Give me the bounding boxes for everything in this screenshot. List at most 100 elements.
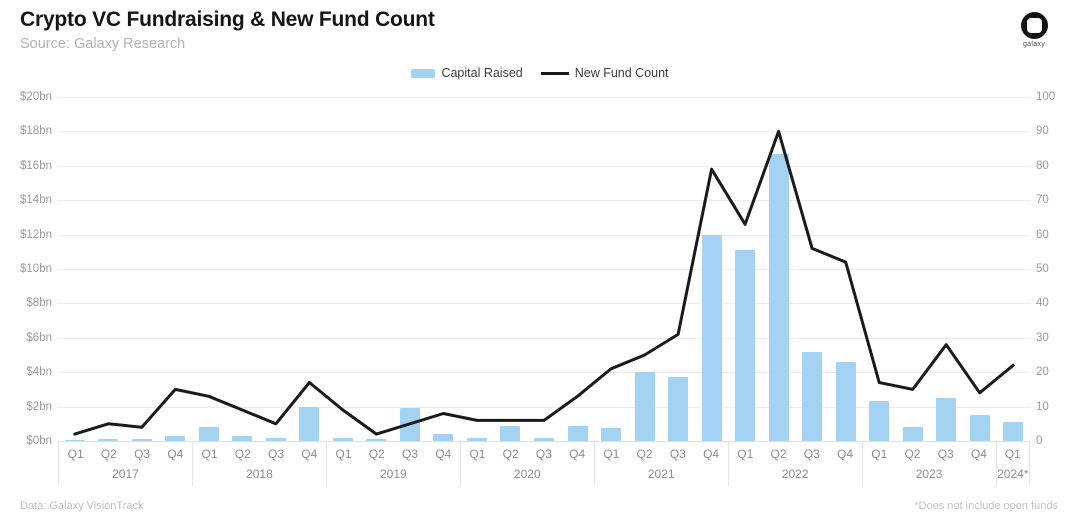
quarter-label: Q2 [770,447,787,461]
bar-capital-raised [64,440,85,441]
galaxy-logo-label: galaxy [1022,41,1046,48]
axis-tick-label: $18bn [20,125,52,138]
quarter-label: Q2 [636,447,653,461]
gridline [58,97,1030,98]
bar-capital-raised [735,250,756,441]
axis-tick-label: $2bn [26,400,52,413]
legend-label-new-fund-count: New Fund Count [574,66,669,80]
bar-capital-raised [936,398,957,441]
axis-tick-label: 70 [1036,194,1049,207]
data-attribution: Data: Galaxy VisionTrack [20,500,144,512]
bar-capital-raised [534,438,554,441]
gridline [58,372,1030,374]
quarter-row: Q1 Q2 Q3 Q4 [193,445,326,463]
bar-capital-raised [131,439,152,441]
left-axis: $20bn $18bn $16bn $14bn $12bn $10bn $8bn $6bn $4… [0,91,52,447]
quarter-label: Q1 [469,447,486,461]
axis-tick-label: $20bn [20,91,52,103]
x-axis: Q1 Q2 Q3 Q4 2017 Q1 Q2 Q3 Q4 2018 Q1 Q2 Q3 Q4 2019 Q1 Q2… [58,441,1031,486]
bar-capital-raised [165,435,186,441]
quarter-row: Q1 [997,445,1029,463]
axis-tick-label: $4bn [26,366,52,379]
year-group-2021: Q1 Q2 Q3 Q4 2021 [595,441,729,486]
bar-capital-raised [1003,422,1024,441]
gridline [58,269,1030,270]
axis-tick-label: 40 [1036,297,1049,310]
axis-tick-label: 10 [1036,400,1049,413]
quarter-label: Q2 [100,447,117,461]
axis-tick-label: $14bn [20,194,52,207]
quarter-label: Q4 [970,447,987,461]
bar-capital-raised [768,153,789,441]
bar-swatch-icon [411,68,436,78]
quarter-label: Q4 [435,447,452,461]
bar-capital-raised [601,428,622,441]
bar-capital-raised [198,427,219,441]
year-group-2018: Q1 Q2 Q3 Q4 2018 [193,441,327,486]
year-label: 2023 [915,467,943,481]
bar-capital-raised [634,372,655,441]
axis-tick-label: $0bn [26,435,52,447]
gridline [58,337,1030,339]
quarter-label: Q4 [703,447,720,461]
quarter-label: Q1 [871,447,888,461]
quarter-label: Q1 [201,447,218,461]
year-label: 2019 [379,467,407,481]
quarter-label: Q4 [167,447,184,461]
quarter-label: Q4 [301,447,318,461]
axis-tick-label: $12bn [20,228,52,241]
quarter-label: Q3 [669,447,686,461]
bar-capital-raised [466,437,487,441]
year-group-2020: Q1 Q2 Q3 Q4 2020 [461,441,595,486]
quarter-label: Q2 [234,447,251,461]
right-axis: 100 90 80 70 60 50 40 30 20 10 0 [1036,91,1080,447]
quarter-label: Q3 [803,447,820,461]
year-label: 2024* [997,467,1029,481]
bar-capital-raised [332,437,353,441]
quarter-row: Q1 Q2 Q3 Q4 [595,445,728,463]
quarter-label: Q2 [502,447,519,461]
year-label: 2020 [513,467,541,481]
year-group-2017: Q1 Q2 Q3 Q4 2017 [59,441,193,486]
year-label: 2018 [246,467,273,481]
axis-tick-label: 100 [1036,91,1056,103]
axis-tick-label: 60 [1036,228,1049,241]
galaxy-logo-icon [1020,12,1048,39]
quarter-label: Q3 [134,447,151,461]
gridline [58,303,1030,305]
year-group-2024: Q1 2024* [997,441,1031,486]
quarter-label: Q3 [401,447,418,461]
quarter-row: Q1 Q2 Q3 Q4 [327,445,460,463]
quarter-label: Q1 [603,447,620,461]
gridline [58,441,1030,442]
quarter-label: Q1 [335,447,352,461]
quarter-label: Q1 [67,447,84,461]
quarter-label: Q3 [268,447,285,461]
axis-tick-label: 20 [1036,366,1049,379]
bar-capital-raised [869,401,890,441]
gridline [58,200,1030,202]
axis-tick-label: 0 [1036,435,1043,447]
bar-capital-raised [265,438,286,441]
legend-item-capital-raised: Capital Raised [411,66,523,80]
year-label: 2022 [781,467,809,481]
quarter-label: Q2 [368,447,385,461]
quarter-label: Q2 [904,447,921,461]
legend-label-capital-raised: Capital Raised [441,66,523,80]
bar-capital-raised [668,377,689,441]
quarter-label: Q4 [837,447,854,461]
legend-item-new-fund-count: New Fund Count [540,66,669,80]
bar-capital-raised [969,415,990,441]
line-swatch-icon [540,71,569,75]
bar-capital-raised [366,439,387,441]
plot-area [58,97,1030,442]
year-group-2022: Q1 Q2 Q3 Q4 2022 [729,441,863,486]
quarter-label: Q3 [937,447,954,461]
bar-capital-raised [232,435,253,441]
bar-capital-raised [902,427,923,441]
year-label: 2021 [647,467,675,481]
quarter-label: Q1 [737,447,754,461]
gridline [58,234,1030,236]
quarter-row: Q1 Q2 Q3 Q4 [729,445,862,463]
galaxy-logo: galaxy [1014,12,1054,48]
